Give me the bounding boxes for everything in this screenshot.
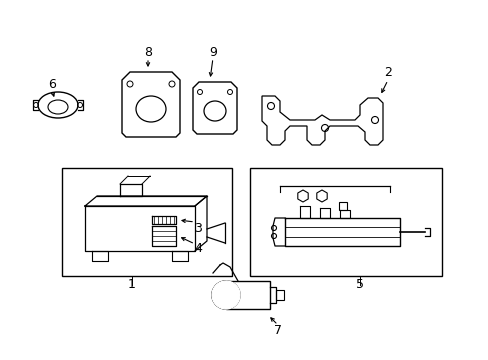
Text: 5: 5 [355, 279, 363, 292]
Bar [225, 281, 269, 309]
Circle shape [212, 281, 240, 309]
Bar [275, 290, 284, 300]
Text: 9: 9 [209, 45, 217, 58]
Bar [249, 168, 441, 276]
Text: 8: 8 [143, 45, 152, 58]
Text: 6: 6 [48, 78, 56, 91]
Text: 3: 3 [194, 221, 202, 234]
Bar [338, 202, 346, 210]
Text: 2: 2 [383, 67, 391, 80]
Bar [62, 168, 231, 276]
Text: 4: 4 [194, 242, 202, 255]
Text: 7: 7 [273, 324, 282, 337]
Text: 1: 1 [128, 279, 136, 292]
